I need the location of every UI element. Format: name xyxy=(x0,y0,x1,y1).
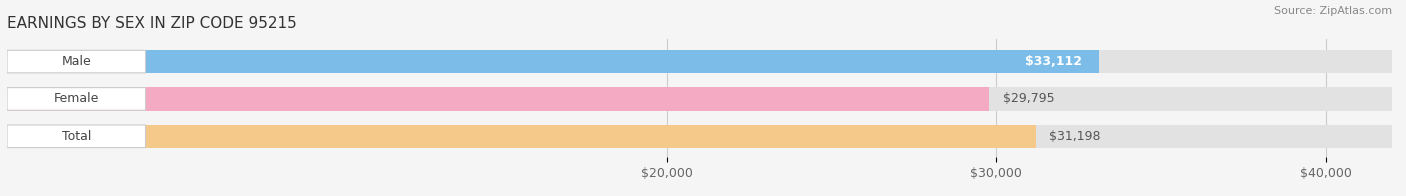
Text: EARNINGS BY SEX IN ZIP CODE 95215: EARNINGS BY SEX IN ZIP CODE 95215 xyxy=(7,16,297,31)
FancyBboxPatch shape xyxy=(7,50,146,73)
Text: Female: Female xyxy=(53,93,98,105)
FancyBboxPatch shape xyxy=(7,88,146,110)
Bar xyxy=(7,87,990,111)
Text: $29,795: $29,795 xyxy=(1002,93,1054,105)
Text: Total: Total xyxy=(62,130,91,143)
Bar xyxy=(7,50,1099,73)
Bar xyxy=(7,50,1392,73)
Text: Male: Male xyxy=(62,55,91,68)
Bar xyxy=(7,125,1392,148)
FancyBboxPatch shape xyxy=(7,125,146,148)
Text: Source: ZipAtlas.com: Source: ZipAtlas.com xyxy=(1274,6,1392,16)
Bar xyxy=(7,125,1036,148)
Bar xyxy=(7,87,1392,111)
Text: $33,112: $33,112 xyxy=(1025,55,1083,68)
Text: $31,198: $31,198 xyxy=(1049,130,1101,143)
